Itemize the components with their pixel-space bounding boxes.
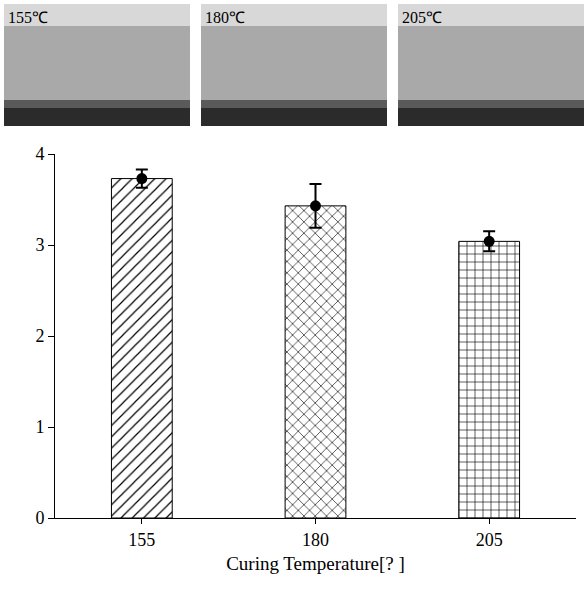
html-text:155℃: 155℃ [8,9,48,26]
svg-text:3: 3 [35,235,44,255]
html-text:205℃: 205℃ [402,9,442,26]
svg-text:Curing Temperature[? ]: Curing Temperature[? ] [226,553,405,574]
svg-text:2: 2 [35,326,44,346]
svg-text:1: 1 [35,417,44,437]
svg-text:155: 155 [128,530,155,550]
html-text:180℃: 180℃ [205,9,245,26]
svg-text:4: 4 [35,144,44,164]
svg-text:180: 180 [302,530,329,550]
svg-text:0: 0 [35,508,44,528]
svg-text:205: 205 [476,530,503,550]
